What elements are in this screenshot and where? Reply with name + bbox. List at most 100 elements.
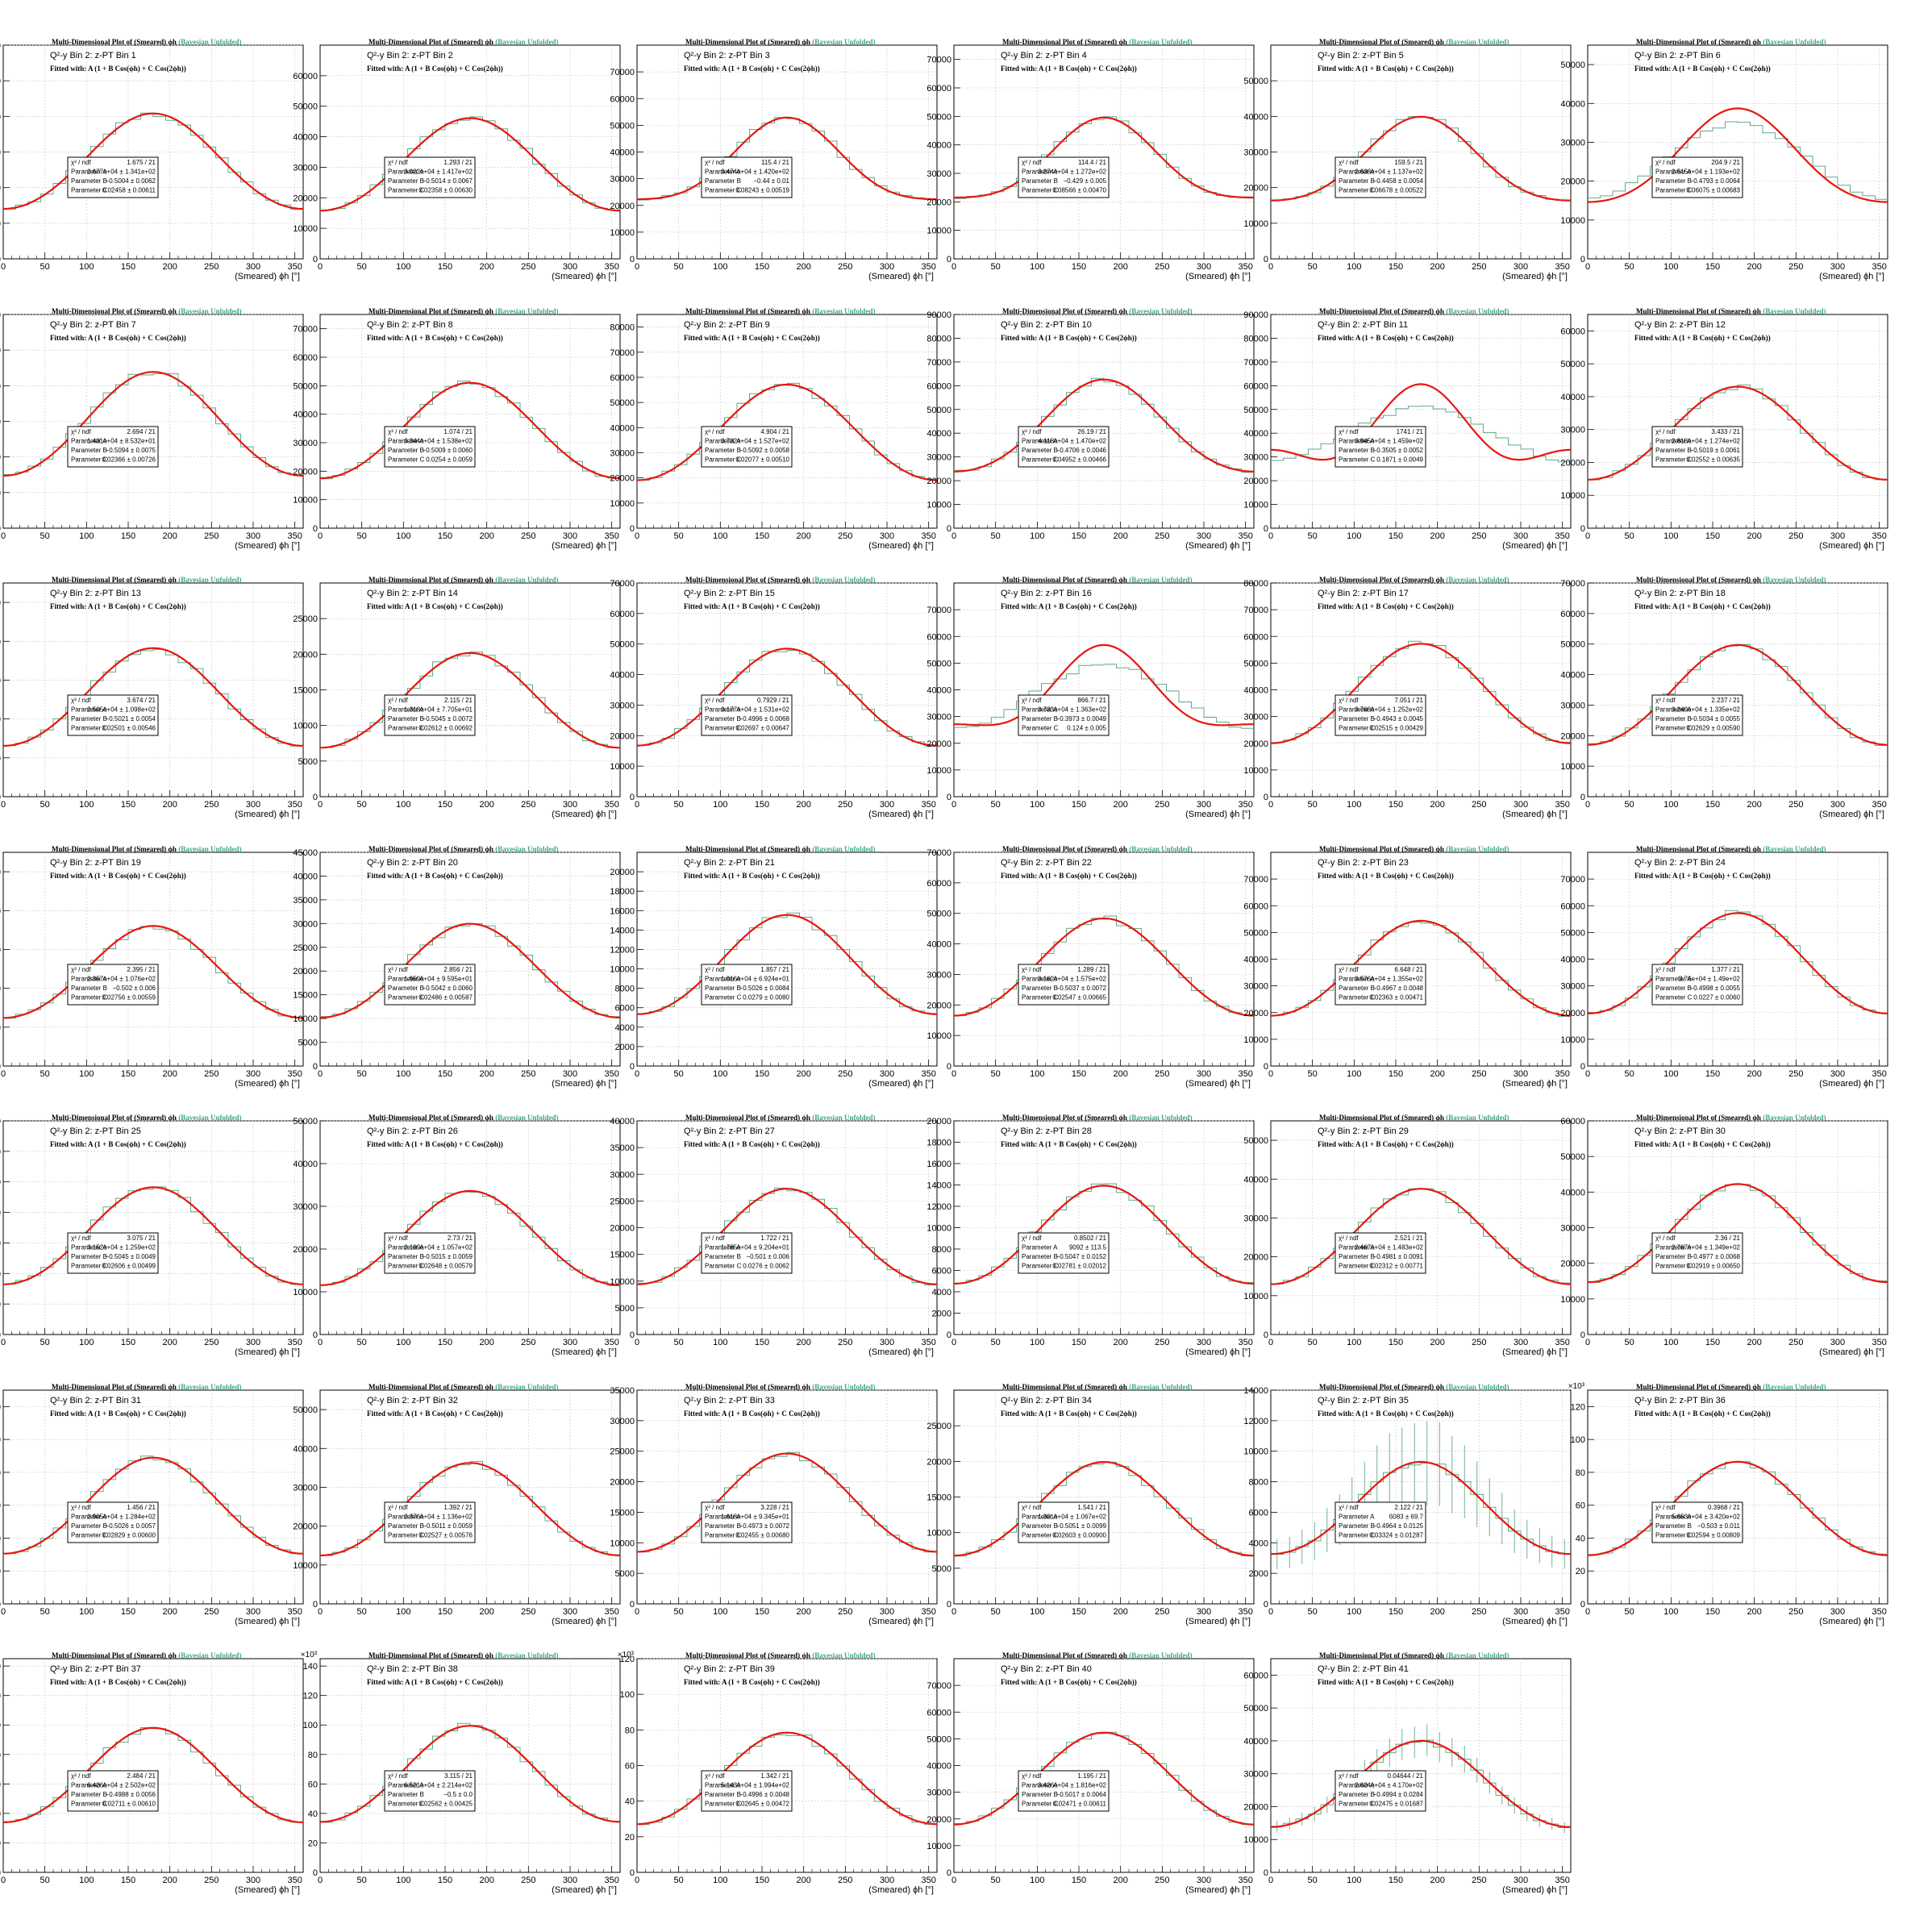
y-tick-label: 10000 xyxy=(1243,500,1268,510)
plot-panel-bin-3: 0 50 100 150 200 250 300 350 0 10000 20000 30000 400… xyxy=(610,37,938,303)
stats-value: 0.04952 ± 0.00466 xyxy=(1052,456,1106,463)
y-tick-label: 5000 xyxy=(0,488,1,498)
plot-title-suffix: (Bayesian Unfolded) xyxy=(1763,576,1826,584)
x-tick-label: 300 xyxy=(1514,1876,1528,1885)
stats-label: Parameter A xyxy=(705,169,741,176)
stats-value: 3.945e+04 ± 1.459e+02 xyxy=(1355,437,1423,444)
stats-label: Parameter C xyxy=(71,1263,108,1270)
y-tick-label: 20000 xyxy=(0,184,1,194)
x-axis-label: (Smeared) ϕh [°] xyxy=(1819,1617,1884,1626)
stats-value: 6.426e+04 ± 2.502e+02 xyxy=(87,1782,156,1789)
y-tick-label: 50000 xyxy=(926,405,951,414)
x-tick-label: 150 xyxy=(1072,531,1086,541)
x-tick-label: 100 xyxy=(1347,531,1361,541)
stats-box xyxy=(67,1232,159,1274)
y-tick-label: 70000 xyxy=(610,579,635,589)
x-tick-label: 50 xyxy=(40,1876,50,1885)
x-tick-label: 200 xyxy=(1113,1876,1127,1885)
x-axis-label: (Smeared) ϕh [°] xyxy=(552,272,617,281)
x-tick-label: 250 xyxy=(838,800,852,810)
fit-curve xyxy=(2,1186,304,1285)
stats-label: Parameter A xyxy=(388,1244,424,1251)
x-tick-label: 0 xyxy=(635,531,639,541)
stats-value: 0.0227 ± 0.0060 xyxy=(1693,993,1740,1001)
stats-label: Parameter B xyxy=(1022,985,1058,992)
stats-value: −0.3973 ± 0.0049 xyxy=(1056,715,1107,722)
y-tick-label: 10000 xyxy=(293,722,318,731)
x-tick-label: 250 xyxy=(1472,800,1486,810)
stats-box xyxy=(1651,1232,1743,1274)
chart-svg: 0 50 100 150 200 250 300 350 0 10000 20000 30000 400… xyxy=(1243,38,1572,281)
stats-label: Parameter B xyxy=(1339,177,1375,185)
y-tick-label: 40000 xyxy=(926,939,951,949)
stats-label: Parameter A xyxy=(1655,1244,1692,1251)
y-tick-label: 140 xyxy=(0,1662,1,1672)
x-tick-label: 100 xyxy=(79,1876,94,1885)
stats-value: 0.02606 ± 0.00499 xyxy=(102,1263,156,1270)
data-histogram xyxy=(1271,640,1571,743)
x-tick-label: 250 xyxy=(1788,1069,1803,1079)
plot-title: Multi-Dimensional Plot of (Smeared) ϕh (… xyxy=(1319,1651,1509,1659)
x-tick-label: 150 xyxy=(755,262,769,272)
bin-label: Q²-y Bin 2: z-PT Bin 6 xyxy=(1634,51,1721,60)
y-tick-label: 20000 xyxy=(1243,1008,1268,1018)
y-tick-label: 20 xyxy=(0,1838,1,1848)
fit-label: Fitted with: A (1 + B Cos(ϕh) + C Cos(2ϕ… xyxy=(50,1140,186,1148)
stats-label: Parameter A xyxy=(1022,437,1058,444)
x-tick-label: 350 xyxy=(921,1607,935,1617)
stats-box xyxy=(1651,964,1743,1005)
plot-panel-bin-37: 0 50 100 150 200 250 300 350 0 20 40 60 80 100 120 140 ×… xyxy=(0,1651,304,1917)
plot-title-suffix: (Bayesian Unfolded) xyxy=(1446,576,1509,584)
y-tick-label: 0 xyxy=(0,793,1,802)
fit-curve xyxy=(636,383,938,481)
fit-label: Fitted with: A (1 + B Cos(ϕh) + C Cos(2ϕ… xyxy=(1318,872,1454,880)
plot-title-suffix: (Bayesian Unfolded) xyxy=(178,845,241,853)
y-tick-label: 30000 xyxy=(926,970,951,980)
stats-box xyxy=(1651,426,1743,467)
plot-panel-bin-10: 0 50 100 150 200 250 300 350 0 10000 20000 30000 400… xyxy=(926,306,1255,573)
plot-panel-bin-20: 0 50 100 150 200 250 300 350 0 5000 10000 15000 2000… xyxy=(293,844,621,1110)
y-tick-label: 8000 xyxy=(615,984,635,993)
fit-label: Fitted with: A (1 + B Cos(ϕh) + C Cos(2ϕ… xyxy=(1318,334,1454,342)
stats-value: −0.5045 ± 0.0049 xyxy=(106,1253,156,1260)
stats-value: 3.228 / 21 xyxy=(760,1504,789,1511)
y-tick-label: 30000 xyxy=(926,452,951,462)
x-tick-label: 100 xyxy=(79,1338,94,1347)
y-tick-label: 70000 xyxy=(293,324,318,334)
plot-title: Multi-Dimensional Plot of (Smeared) ϕh (… xyxy=(685,1114,875,1122)
plot-panel-bin-26: 0 50 100 150 200 250 300 350 0 10000 20000 30000 400… xyxy=(293,1113,621,1379)
x-tick-label: 0 xyxy=(951,1607,956,1617)
y-tick-label: 40000 xyxy=(610,1117,635,1126)
stats-box xyxy=(701,694,793,736)
stats-value: −0.5014 ± 0.0067 xyxy=(423,177,473,185)
y-tick-label: 100 xyxy=(0,1721,1,1730)
plot-panel-bin-22: 0 50 100 150 200 250 300 350 0 10000 20000 30000 400… xyxy=(926,844,1255,1110)
plot-frame xyxy=(319,1658,621,1873)
x-tick-label: 350 xyxy=(1555,1338,1569,1347)
y-tick-label: 30000 xyxy=(1243,1214,1268,1223)
fit-label: Fitted with: A (1 + B Cos(ϕh) + C Cos(2ϕ… xyxy=(367,1678,503,1686)
x-tick-label: 50 xyxy=(1625,1607,1634,1617)
stats-label: Parameter C xyxy=(1339,456,1376,463)
y-tick-label: 50000 xyxy=(1243,77,1268,86)
x-axis-label: (Smeared) ϕh [°] xyxy=(868,541,934,551)
x-tick-label: 150 xyxy=(438,531,452,541)
y-tick-label: 80 xyxy=(625,1726,635,1735)
x-tick-label: 0 xyxy=(1,531,6,541)
y-tick-label: 20000 xyxy=(1560,1260,1585,1269)
plot-title: Multi-Dimensional Plot of (Smeared) ϕh (… xyxy=(52,1651,241,1659)
stats-value: 1.301e+04 ± 1.067e+02 xyxy=(1038,1513,1106,1520)
plot-title-suffix: (Bayesian Unfolded) xyxy=(495,1383,558,1391)
x-tick-label: 100 xyxy=(1030,1607,1044,1617)
y-tick-label: 10000 xyxy=(926,1224,951,1234)
x-tick-label: 100 xyxy=(79,800,94,810)
y-tick-label: 10000 xyxy=(293,495,318,505)
fit-label: Fitted with: A (1 + B Cos(ϕh) + C Cos(2ϕ… xyxy=(1001,872,1137,880)
x-tick-label: 350 xyxy=(604,800,618,810)
stats-label: Parameter C xyxy=(71,1801,108,1808)
y-tick-label: 50000 xyxy=(1560,60,1585,70)
x-tick-label: 200 xyxy=(1430,262,1444,272)
data-histogram xyxy=(954,1461,1254,1556)
stats-label: Parameter C xyxy=(1339,725,1376,732)
y-tick-label: 25000 xyxy=(0,346,1,356)
